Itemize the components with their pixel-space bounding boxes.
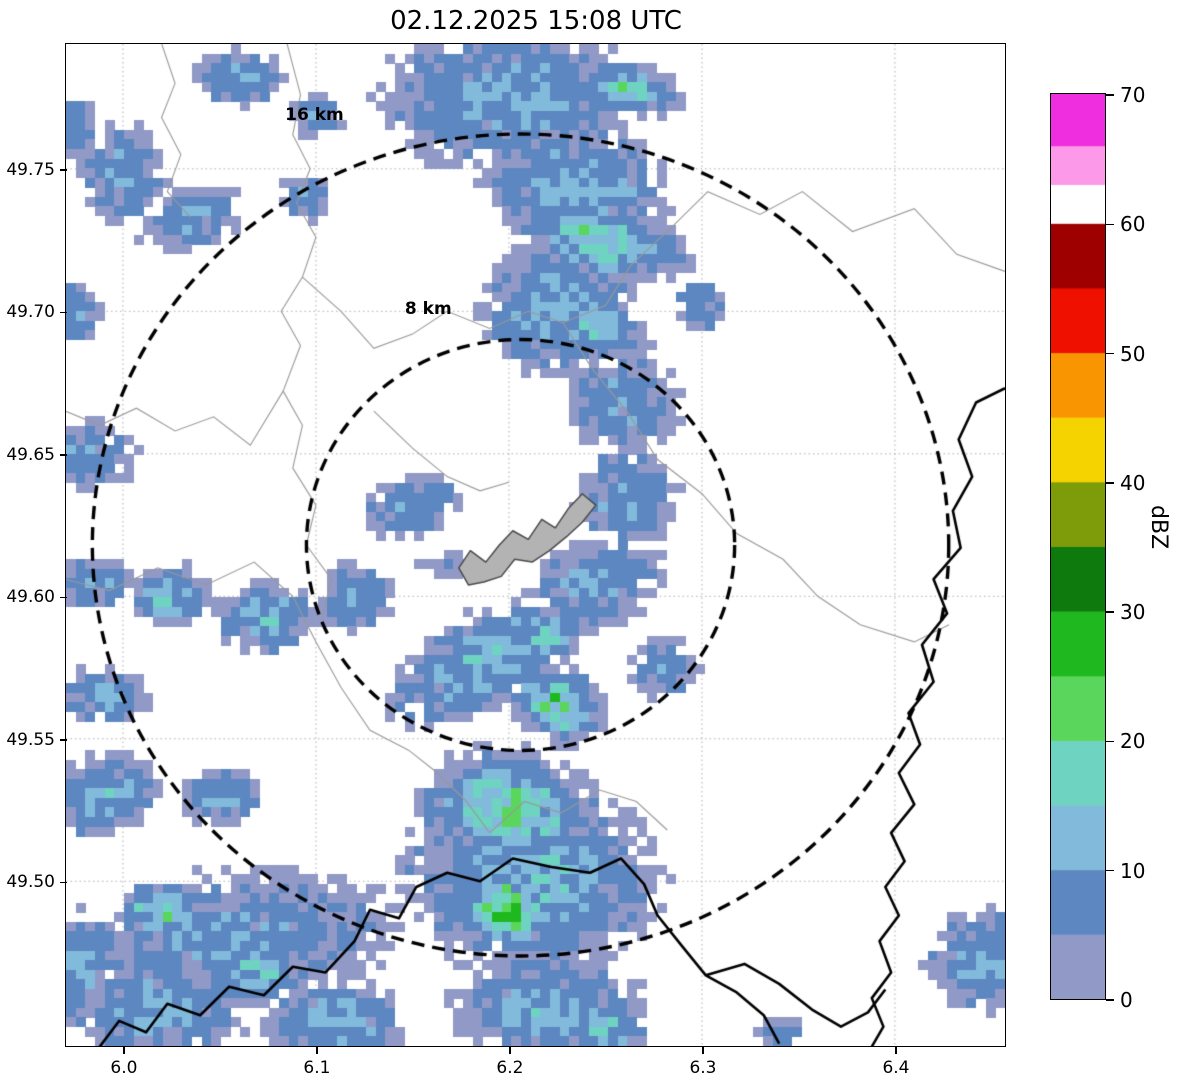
colorbar-tick-label: 70 <box>1120 83 1146 107</box>
y-tick-label: 49.55 <box>6 729 55 750</box>
colorbar-tick-label: 20 <box>1120 729 1146 754</box>
colorbar-tick-label: 0 <box>1120 988 1133 1012</box>
colorbar <box>1050 93 1107 1001</box>
colorbar-tick-mark <box>1106 740 1114 743</box>
y-tick-label: 49.75 <box>6 159 55 180</box>
x-tick-label: 6.0 <box>110 1058 138 1078</box>
colorbar-tick-label: 50 <box>1120 341 1146 366</box>
colorbar-tick-label: 10 <box>1120 858 1146 883</box>
colorbar-tick-label: 60 <box>1120 212 1146 237</box>
colorbar-tick-mark <box>1106 352 1114 355</box>
y-tick-mark <box>60 881 67 884</box>
range-ring-label-16km: 16 km <box>285 105 344 126</box>
plot-area: 16 km 8 km <box>65 43 1007 1048</box>
colorbar-tick-mark <box>1106 611 1114 613</box>
colorbar-gradient <box>1051 94 1106 1000</box>
colorbar-tick-mark <box>1106 94 1114 96</box>
colorbar-tick-mark <box>1106 482 1114 484</box>
y-tick-label: 49.60 <box>6 587 55 608</box>
x-tick-mark <box>895 1047 897 1054</box>
y-tick-label: 49.50 <box>6 872 55 893</box>
y-tick-mark <box>60 596 67 599</box>
x-tick-mark <box>123 1047 125 1054</box>
x-tick-label: 6.3 <box>689 1058 717 1078</box>
x-tick-mark <box>509 1047 511 1054</box>
y-tick-mark <box>60 454 67 456</box>
y-tick-mark <box>60 169 67 171</box>
range-ring-label-8km: 8 km <box>404 298 452 319</box>
colorbar-tick-mark <box>1106 223 1114 226</box>
y-tick-mark <box>60 311 67 314</box>
x-tick-label: 6.4 <box>882 1058 910 1078</box>
colorbar-tick-label: 40 <box>1120 470 1146 495</box>
y-tick-mark <box>60 739 67 741</box>
radar-map-canvas <box>66 44 1006 1047</box>
colorbar-unit-label: dBZ <box>1146 505 1171 550</box>
y-tick-label: 49.65 <box>6 444 55 465</box>
colorbar-tick-mark <box>1106 869 1114 872</box>
x-tick-label: 6.1 <box>303 1058 331 1078</box>
x-tick-label: 6.2 <box>496 1058 524 1078</box>
x-tick-mark <box>702 1047 704 1054</box>
plot-title: 02.12.2025 15:08 UTC <box>390 6 682 36</box>
colorbar-tick-label: 30 <box>1120 600 1146 625</box>
x-tick-mark <box>316 1047 318 1054</box>
colorbar-tick-mark <box>1106 999 1114 1001</box>
y-tick-label: 49.70 <box>6 302 55 323</box>
